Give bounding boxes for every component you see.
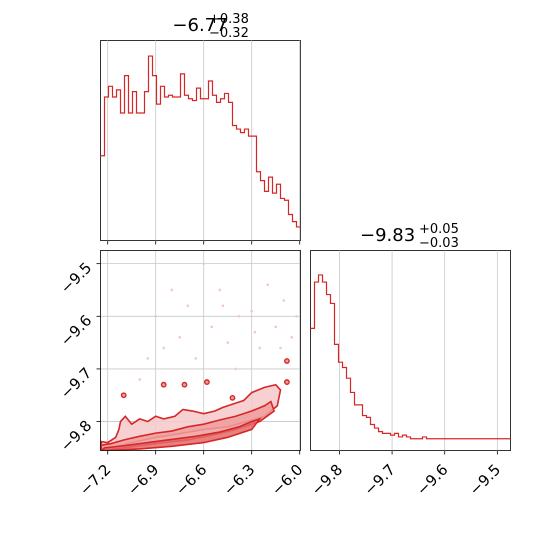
scatter-point [218,288,221,292]
scatter-point [210,325,213,329]
scatter-point [154,314,157,318]
scatter-point [290,336,294,339]
x-tick-label: −7.2 [76,461,114,499]
hist-1-title: −6.77 [172,15,227,36]
hist-1-title-sub: −0.32 [209,26,249,41]
hist-2-frame [310,250,511,451]
hist-panel-2: −9.8 −9.7 −9.6 −9.5 −9.83 +0.05 −0.03 [308,222,511,499]
tick-label: −9.7 [360,461,398,499]
contour-frame [100,250,301,451]
contour-island [283,379,290,385]
contour-island [120,392,127,399]
contour-island [229,394,236,401]
scatter-point [295,314,298,318]
scatter-point [266,283,270,287]
hist-2-xticks: −9.8 −9.7 −9.6 −9.5 [308,450,504,499]
contour-yticks: −9.5 −9.6 −9.7 −9.8 [57,259,101,455]
hist-2-title-sup: +0.05 [419,222,459,237]
contour-island [203,379,210,385]
scatter-point [250,309,253,313]
tick-label: −9.6 [413,461,451,499]
scatter-point [146,357,149,360]
scatter-point [170,288,173,292]
scatter-point [221,304,225,308]
hist-1-steps [100,55,301,228]
x-tick-label: −6.9 [124,461,162,499]
scatter-point [253,330,257,334]
scatter-point [162,346,165,350]
hist-panel-1: −6.77 +0.38 −0.32 [100,12,301,245]
y-tick-label: −9.7 [57,364,95,402]
scatter-point [186,304,189,308]
hist-2-steps [310,274,511,440]
scatter-point [279,346,282,350]
hist-1-title-sup: +0.38 [209,12,249,27]
contour-island [181,381,188,388]
hist-2-title-main: −9.83 [360,225,415,246]
contour-level [100,417,262,451]
hist-1-title-main: −6.77 [172,15,227,36]
y-tick-label: −9.5 [57,259,95,297]
scatter-point [194,357,197,360]
scatter-point [138,378,141,381]
hist-2-title-sub: −0.03 [419,236,459,251]
hist-1-xticks [107,240,301,245]
contour-island [160,381,167,388]
hist-1-grid [107,40,301,241]
y-tick-label: −9.8 [57,417,95,455]
scatter-point [237,314,241,318]
x-tick-label: −6.3 [220,461,258,499]
x-tick-label: −6.6 [172,461,210,499]
scatter-point [274,325,278,329]
scatter-point [226,341,229,344]
contour-fills [100,358,290,451]
contour-panel: −7.2 −6.9 −6.6 −6.3 −6.0 −9.5 −9.6 −9.7 −9.8 [57,250,307,499]
scatter-point [258,346,262,350]
scatter-point [282,299,286,302]
tick-label: −9.8 [308,461,346,499]
tick-label: −9.5 [466,461,504,499]
y-tick-label: −9.6 [57,311,95,349]
contour-scatter [138,262,298,381]
scatter-point [202,262,205,265]
contour-xticks: −7.2 −6.9 −6.6 −6.3 −6.0 [76,450,307,499]
contour-island [283,358,290,364]
scatter-point [234,367,237,371]
hist-2-grid [339,250,498,451]
hist-1-frame [100,40,301,241]
x-tick-label: −6.0 [268,461,306,499]
scatter-point [178,336,181,339]
